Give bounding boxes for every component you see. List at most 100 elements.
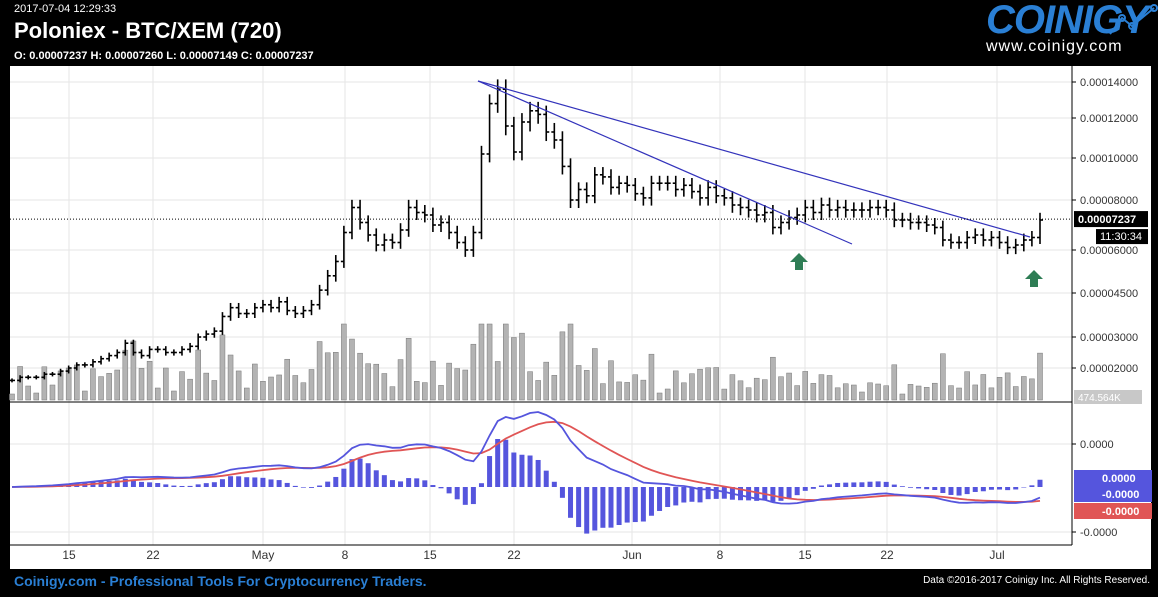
volume-bar <box>681 382 687 401</box>
macd-histogram-bar <box>859 482 865 487</box>
macd-histogram-bar <box>543 470 549 487</box>
volume-bar <box>867 382 873 401</box>
volume-bar <box>600 383 606 401</box>
volume-bar <box>478 323 485 401</box>
volume-bar <box>583 370 590 401</box>
macd-histogram-bar <box>673 487 679 506</box>
macd-histogram-bar <box>268 479 274 487</box>
macd-histogram-bar <box>956 487 962 496</box>
volume-bar <box>179 371 185 401</box>
volume-bar <box>365 363 371 401</box>
volume-bar <box>252 363 258 401</box>
macd-histogram-bar <box>891 484 897 487</box>
volume-bar <box>405 337 412 401</box>
macd-histogram-bar <box>584 487 590 534</box>
volume-bar <box>616 381 622 401</box>
volume-bar <box>875 383 881 401</box>
macd-histogram-bar <box>721 487 727 499</box>
logo-url: www.coinigy.com <box>986 38 1123 55</box>
macd-histogram-bar <box>810 487 816 489</box>
macd-histogram-bar <box>292 485 298 487</box>
price-tick-label: 0.00006000 <box>1080 245 1138 257</box>
volume-bar <box>422 382 428 401</box>
macd-histogram-bar <box>527 455 533 487</box>
volume-bar <box>276 374 282 401</box>
macd-histogram-bar <box>357 458 363 487</box>
volume-bar <box>883 385 889 401</box>
trendline <box>477 80 853 245</box>
macd-histogram-bar <box>1013 487 1019 490</box>
macd-histogram-bar <box>568 487 574 518</box>
volume-bar <box>988 387 995 401</box>
macd-histogram-bar <box>179 485 185 487</box>
macd-histogram-bar <box>681 487 687 503</box>
price-bars <box>9 79 1043 383</box>
macd-histogram-bar <box>940 487 946 494</box>
volume-bar <box>737 380 744 401</box>
macd-histogram-bar <box>341 468 347 487</box>
price-tick-label: 0.00012000 <box>1080 113 1138 125</box>
volume-bar <box>899 393 906 401</box>
current-price-tag <box>1074 211 1148 228</box>
volume-bar <box>721 388 728 401</box>
macd-histogram-bar <box>632 487 638 523</box>
volume-bar <box>284 358 290 401</box>
volume-bar <box>349 338 355 401</box>
volume-bar <box>381 373 388 401</box>
macd-histogram-bar <box>932 487 938 490</box>
footer-tagline[interactable]: Coinigy.com - Professional Tools For Cry… <box>14 573 427 589</box>
volume-bar <box>9 393 15 401</box>
volume-bar <box>25 385 31 401</box>
macd-histogram-bar <box>689 487 695 502</box>
volume-bar <box>697 368 703 401</box>
volume-bar <box>802 371 809 401</box>
volume-bar <box>559 331 566 401</box>
volume-bar <box>543 361 549 401</box>
volume-bar <box>438 385 444 401</box>
macd-histogram-bar <box>300 487 306 488</box>
time-tick-label: 15 <box>423 548 437 562</box>
macd-histogram-bar <box>325 481 331 487</box>
macd-histogram-bar <box>738 487 744 501</box>
volume-bar <box>705 367 711 401</box>
volume-bar <box>567 323 574 401</box>
coinigy-logo[interactable]: COINIGY www.coinigy.com <box>982 0 1158 60</box>
volume-bar <box>664 388 671 401</box>
volume-bar <box>527 371 533 401</box>
volume-bar <box>753 377 760 401</box>
volume-bar <box>357 352 363 401</box>
macd-histogram-bar <box>754 487 760 501</box>
time-tick-label: 8 <box>717 548 724 562</box>
volume-bar <box>842 383 849 401</box>
volume-bar <box>503 323 509 401</box>
volume-bar <box>915 385 922 401</box>
volume-bar <box>851 384 857 401</box>
volume-bar <box>324 352 331 401</box>
volume-bar <box>672 370 679 401</box>
macd-histogram-bar <box>948 487 954 495</box>
macd-histogram-bar <box>851 482 857 487</box>
time-tick-label: 22 <box>507 548 521 562</box>
macd-histogram-bar <box>843 482 849 487</box>
time-tick-label: 8 <box>342 548 349 562</box>
volume-bar <box>745 387 752 401</box>
volume-bar <box>826 375 833 401</box>
macd-histogram-bar <box>972 487 978 492</box>
volume-bar <box>786 372 792 401</box>
volume-bar <box>778 376 784 401</box>
volume-bar <box>891 364 898 401</box>
macd-histogram-bar <box>487 456 493 487</box>
volume-bar <box>762 379 768 401</box>
volume-bar <box>41 366 48 401</box>
volume-bar <box>713 367 719 401</box>
volume-bar <box>413 381 420 401</box>
volume-bar <box>90 368 96 401</box>
macd-histogram-bar <box>648 487 654 516</box>
volume-bar <box>519 332 525 401</box>
macd-histogram-bar <box>924 487 930 490</box>
volume-tag <box>1074 390 1142 404</box>
volume-bar <box>397 359 404 401</box>
price-tick-label: 0.00014000 <box>1080 77 1138 89</box>
volume-bar <box>308 369 315 401</box>
